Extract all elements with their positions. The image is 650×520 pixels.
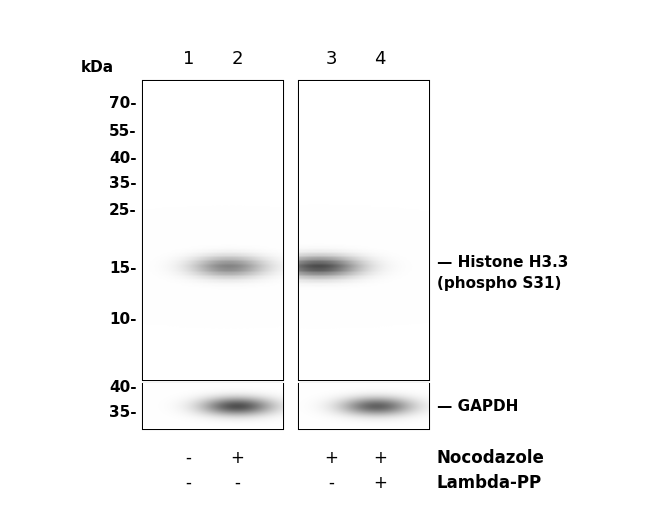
Text: 40-: 40- [109,151,136,165]
Text: -: - [234,474,240,491]
Text: — GAPDH: — GAPDH [437,399,518,414]
Text: 40-: 40- [109,380,136,395]
Text: — Histone H3.3: — Histone H3.3 [437,255,568,270]
Text: 1: 1 [183,49,194,68]
Text: +: + [230,449,244,466]
Bar [143,81,283,380]
Text: +: + [324,449,339,466]
Bar [299,384,429,429]
Text: +: + [373,449,387,466]
Text: 15-: 15- [109,262,136,276]
Text: 35-: 35- [109,405,136,420]
Text: -: - [185,449,192,466]
Text: 25-: 25- [109,203,136,217]
Text: 55-: 55- [109,124,136,138]
Text: kDa: kDa [81,60,114,75]
Text: 70-: 70- [109,97,136,111]
Text: -: - [328,474,335,491]
Text: 35-: 35- [109,176,136,190]
Text: 10-: 10- [109,313,136,327]
Text: Nocodazole: Nocodazole [437,449,545,466]
Text: 2: 2 [231,49,243,68]
Text: 4: 4 [374,49,386,68]
Text: 3: 3 [326,49,337,68]
Text: (phospho S31): (phospho S31) [437,276,561,291]
Text: +: + [373,474,387,491]
Text: -: - [185,474,192,491]
Bar [143,384,283,429]
Text: Lambda-PP: Lambda-PP [437,474,542,491]
Bar [299,81,429,380]
